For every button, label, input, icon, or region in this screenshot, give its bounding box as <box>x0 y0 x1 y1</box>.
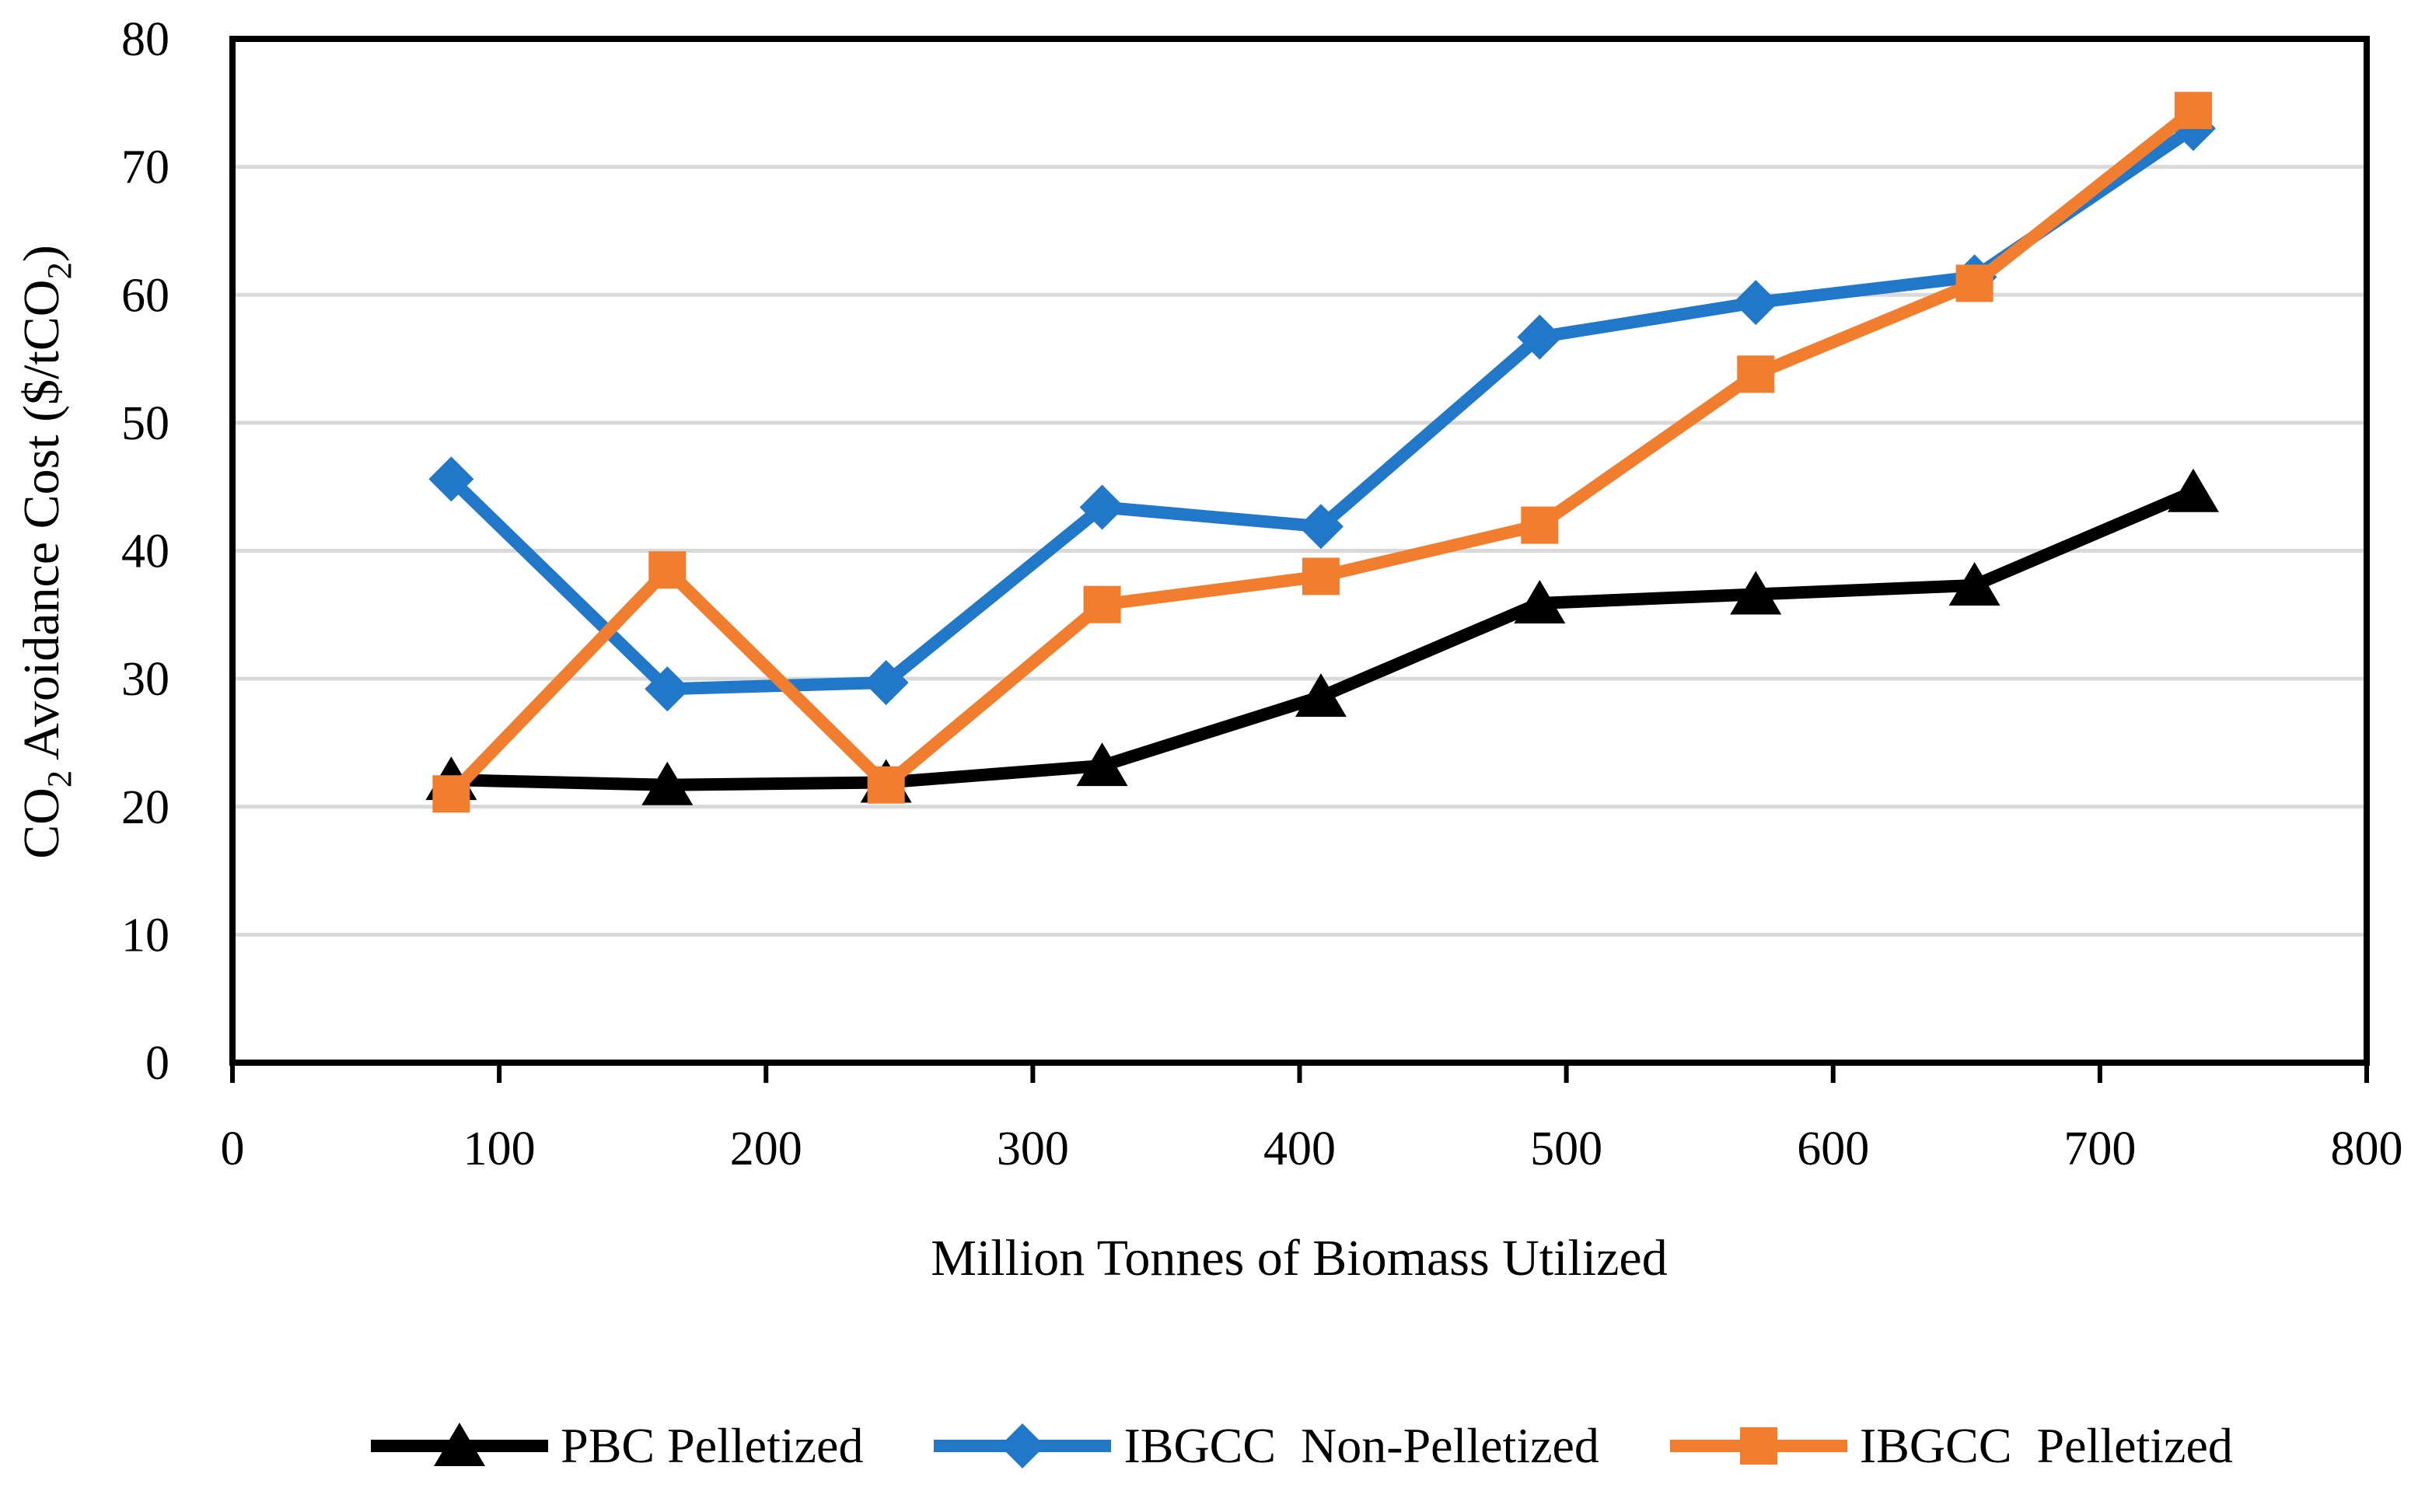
data-point-marker-ibgcc-non-pelletized <box>645 666 690 712</box>
y-tick-label: 80 <box>121 13 169 66</box>
y-tick-label: 60 <box>121 269 169 322</box>
data-point-marker-ibgcc-non-pelletized <box>863 660 909 706</box>
x-tick-label: 200 <box>730 1123 802 1175</box>
data-point-marker-pbc-pelletized <box>1730 571 1782 615</box>
legend-swatch-square-icon <box>1669 1427 1847 1465</box>
series-ibgcc-non-pelletized <box>428 106 2216 712</box>
x-tick-label: 100 <box>463 1123 536 1175</box>
x-tick-label: 300 <box>997 1123 1069 1175</box>
x-tick-label: 600 <box>1797 1123 1869 1175</box>
x-tick-label: 0 <box>221 1123 245 1175</box>
data-point-marker-ibgcc-pelletized <box>1955 264 1993 302</box>
data-point-marker-pbc-pelletized <box>2167 468 2219 512</box>
data-point-marker-pbc-pelletized <box>1295 673 1347 718</box>
data-point-marker-ibgcc-pelletized <box>1521 506 1559 544</box>
y-tick-label: 40 <box>121 526 169 578</box>
x-tick-label: 500 <box>1530 1123 1602 1175</box>
legend-label-ibgcc-non-pelletized: IBGCC Non-Pelletized <box>1123 1418 1599 1473</box>
legend-item-pbc-pelletized: PBC Pelletized <box>366 1416 863 1475</box>
x-axis-ticks <box>230 1063 2369 1083</box>
y-tick-label: 0 <box>145 1037 169 1090</box>
x-tick-label: 800 <box>2331 1123 2403 1175</box>
data-point-marker-legend-ibgcc-non-pelletized <box>1000 1423 1046 1468</box>
legend-label-pbc-pelletized: PBC Pelletized <box>561 1418 864 1473</box>
x-tick-label: 400 <box>1263 1123 1336 1175</box>
legend-swatch-triangle-icon <box>371 1423 549 1466</box>
data-point-marker-ibgcc-pelletized <box>1302 557 1340 595</box>
data-point-marker-pbc-pelletized <box>1076 742 1128 787</box>
data-point-marker-ibgcc-non-pelletized <box>1298 504 1344 550</box>
legend-item-ibgcc-non-pelletized: IBGCC Non-Pelletized <box>929 1416 1599 1475</box>
data-point-marker-ibgcc-pelletized <box>867 766 905 804</box>
data-point-marker-ibgcc-non-pelletized <box>1733 280 1779 326</box>
gridlines <box>232 165 2367 937</box>
y-axis-title: CO2 Avoidance Cost ($/tCO2) <box>13 245 79 859</box>
data-point-marker-ibgcc-non-pelletized <box>1517 314 1563 360</box>
legend-swatch-diamond-icon <box>934 1423 1112 1468</box>
x-tick-label: 700 <box>2063 1123 2136 1175</box>
x-axis-title: Million Tonnes of Biomass Utilized <box>931 1230 1667 1287</box>
data-point-marker-ibgcc-pelletized <box>1083 585 1121 623</box>
data-point-marker-ibgcc-pelletized <box>2174 92 2212 130</box>
data-point-marker-ibgcc-pelletized <box>432 775 470 813</box>
y-tick-label: 20 <box>121 781 169 834</box>
y-tick-label: 50 <box>121 397 169 450</box>
chart-legend: PBC Pelletized IBGCC Non-Pelletized IBGCC … <box>232 1416 2367 1475</box>
y-tick-label: 30 <box>121 653 169 706</box>
series-layer <box>425 92 2219 813</box>
data-point-marker-ibgcc-non-pelletized <box>428 456 474 502</box>
data-point-marker-ibgcc-pelletized <box>1737 355 1775 393</box>
series-pbc-pelletized <box>425 468 2219 805</box>
legend-label-ibgcc-pelletized: IBGCC Pelletized <box>1859 1418 2233 1473</box>
data-point-marker-pbc-pelletized <box>641 761 694 805</box>
x-axis-tick-labels: 0 100 200 300 400 500 600 700 800 <box>221 1123 2403 1175</box>
data-point-marker-ibgcc-non-pelletized <box>1079 484 1125 530</box>
y-axis-tick-labels: 0 10 20 30 40 50 60 70 80 <box>121 13 169 1090</box>
series-line-ibgcc-non-pelletized <box>445 122 2200 696</box>
data-point-marker-pbc-pelletized <box>1948 561 2000 606</box>
data-point-marker-ibgcc-pelletized <box>648 551 687 589</box>
data-point-marker-legend-ibgcc-pelletized <box>1739 1427 1777 1465</box>
legend-item-ibgcc-pelletized: IBGCC Pelletized <box>1665 1416 2233 1475</box>
data-point-marker-legend-pbc-pelletized <box>434 1423 486 1466</box>
y-tick-label: 10 <box>121 909 169 962</box>
data-point-marker-pbc-pelletized <box>1514 579 1566 623</box>
y-tick-label: 70 <box>121 141 169 194</box>
series-ibgcc-pelletized <box>432 92 2212 813</box>
